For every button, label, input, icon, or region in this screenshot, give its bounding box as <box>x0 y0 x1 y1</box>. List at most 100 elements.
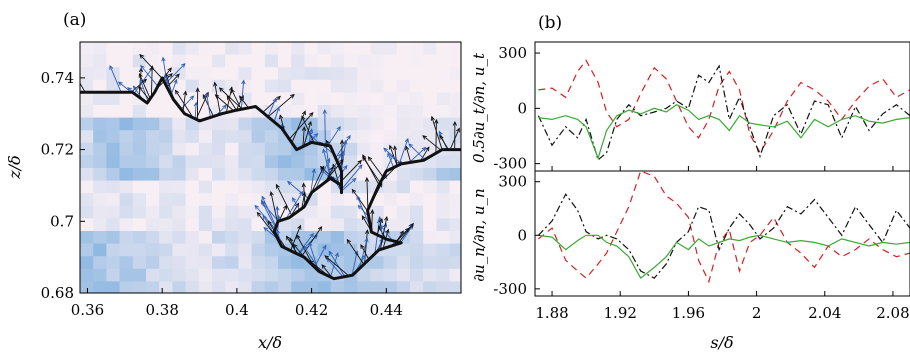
heatmap-cell <box>330 92 345 106</box>
velocity-arrow-head <box>311 168 316 174</box>
heatmap-cell <box>225 155 239 169</box>
heatmap-cell <box>238 155 253 169</box>
heatmap-cell <box>291 155 305 169</box>
heatmap-cell <box>212 193 226 207</box>
heatmap-cell <box>132 231 147 245</box>
heatmap-cell <box>251 67 266 81</box>
heatmap-cell <box>185 54 200 68</box>
heatmap-cell <box>106 180 121 194</box>
heatmap-cell <box>423 79 437 93</box>
heatmap-cell <box>357 92 371 106</box>
heatmap-cell <box>291 67 305 81</box>
heatmap-cell <box>370 105 385 119</box>
heatmap-cell <box>225 117 239 131</box>
panel-a-ticks: 0.36 0.38 0.4 0.42 0.44 0.68 0.7 0.72 0.74 <box>41 69 403 319</box>
velocity-arrow-head <box>164 74 169 80</box>
panel-a-frame <box>79 41 462 294</box>
velocity-arrow-head <box>213 81 218 87</box>
heatmap-cell <box>396 54 411 68</box>
heatmap-cell <box>225 142 239 156</box>
velocity-arrow-head <box>261 199 265 205</box>
heatmap-cell <box>449 281 461 293</box>
heatmap-cell <box>304 168 319 182</box>
heatmap-cell <box>106 168 121 182</box>
heatmap-cell <box>317 42 332 56</box>
velocity-arrow <box>267 94 295 118</box>
heatmap-cell <box>132 105 147 119</box>
heatmap-cell <box>317 54 332 68</box>
heatmap-cell <box>304 155 319 169</box>
heatmap-cell <box>251 231 266 245</box>
velocity-arrow-head <box>317 225 323 231</box>
velocity-arrow-head <box>307 131 313 137</box>
heatmap-cell <box>251 130 266 144</box>
heatmap-cell <box>278 281 292 293</box>
heatmap-cell <box>264 105 279 119</box>
heatmap-cell <box>132 142 147 156</box>
heatmap-cell <box>106 54 121 68</box>
velocity-arrow <box>275 184 293 217</box>
heatmap-cell <box>423 54 437 68</box>
heatmap-cell <box>330 79 345 93</box>
velocity-arrow <box>138 86 150 101</box>
velocity-arrow-head <box>272 97 277 103</box>
velocity-arrow-head <box>168 72 173 78</box>
velocity-arrow-head <box>313 234 318 240</box>
heatmap-cell <box>251 117 266 131</box>
velocity-arrow-head <box>132 85 138 91</box>
heatmap-cell <box>370 92 385 106</box>
heatmap-cell <box>317 193 332 207</box>
heatmap-cell <box>251 205 266 219</box>
velocity-arrow <box>389 145 398 167</box>
heatmap-cell <box>436 155 451 169</box>
velocity-arrow-head <box>388 144 394 150</box>
heatmap-cell <box>238 67 253 81</box>
velocity-arrow <box>292 197 301 211</box>
heatmap-cell <box>119 142 134 156</box>
heatmap-cell <box>383 142 398 156</box>
heatmap-cell <box>159 205 173 219</box>
velocity-arrow-head <box>384 216 389 221</box>
heatmap-cell <box>278 79 292 93</box>
velocity-arrow <box>297 233 314 255</box>
velocity-arrow-head <box>285 235 291 241</box>
heatmap-cell <box>264 281 279 293</box>
heatmap-cell <box>357 54 371 68</box>
velocity-arrow-head <box>367 156 373 161</box>
heatmap-cell <box>357 281 371 293</box>
heatmap-cell <box>93 42 107 56</box>
heatmap-cell <box>132 130 147 144</box>
heatmap-cell <box>146 54 160 68</box>
panel-a-label: (a) <box>63 10 86 30</box>
velocity-arrow <box>368 156 384 178</box>
heatmap-cell <box>93 79 107 93</box>
velocity-arrow-head <box>303 245 308 251</box>
heatmap-cell <box>185 67 200 81</box>
heatmap-cell <box>80 205 94 219</box>
heatmap-cell <box>357 168 371 182</box>
heatmap-cell <box>396 193 411 207</box>
series-line <box>538 59 910 154</box>
heatmap-cell <box>212 42 226 56</box>
heatmap-cell <box>410 268 424 282</box>
velocity-arrow-head <box>174 89 180 95</box>
heatmap-cell <box>304 92 319 106</box>
velocity-arrow <box>214 82 221 115</box>
heatmap-cell <box>185 256 200 270</box>
heatmap-cell <box>159 54 173 68</box>
velocity-arrow <box>383 147 402 165</box>
velocity-arrow <box>420 146 430 162</box>
heatmap-cell <box>304 142 319 156</box>
heatmap-cell <box>383 256 398 270</box>
velocity-arrow <box>398 138 409 166</box>
velocity-arrow-head <box>275 106 280 112</box>
velocity-arrow-head <box>357 204 363 210</box>
heatmap-cell <box>304 42 319 56</box>
heatmap-cell <box>198 281 213 293</box>
heatmap-cell <box>251 142 266 156</box>
heatmap-cell <box>357 218 371 232</box>
heatmap-cell <box>80 168 94 182</box>
heatmap-cell <box>330 243 345 257</box>
heatmap-cell <box>146 67 160 81</box>
heatmap-cell <box>185 130 200 144</box>
